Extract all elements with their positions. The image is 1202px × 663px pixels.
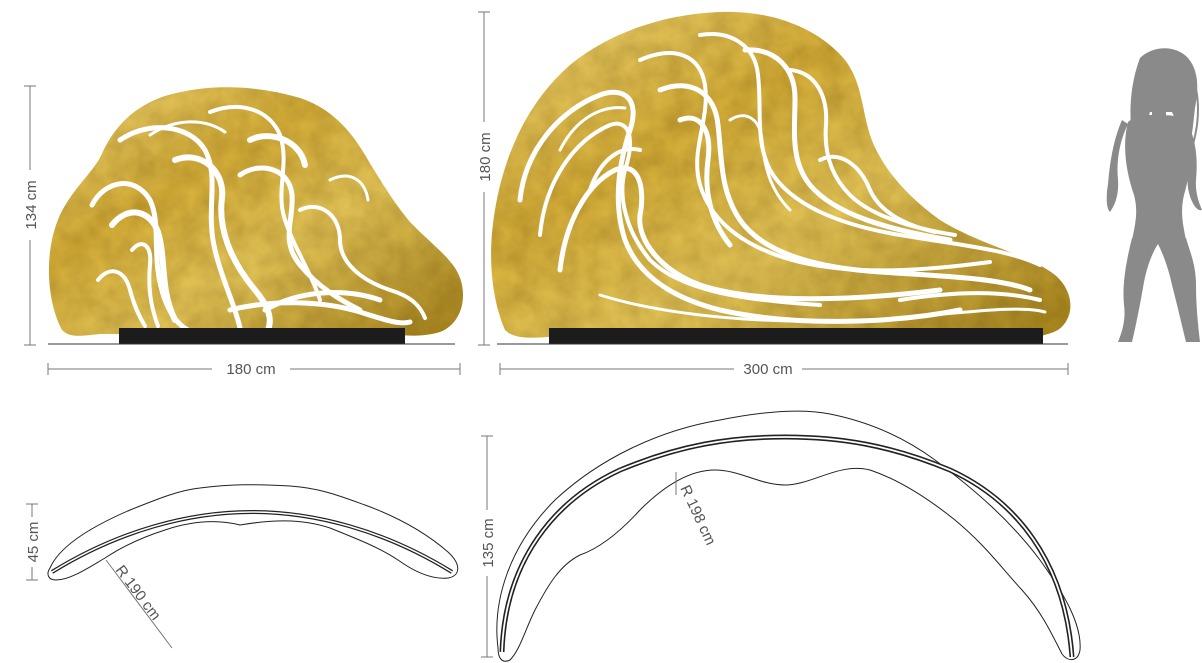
small-width-label: 180 cm <box>226 361 275 378</box>
large-width-label: 300 cm <box>743 361 792 378</box>
small-panel-front: 134 cm 1 <box>22 85 464 378</box>
small-base <box>119 328 405 344</box>
large-depth-label: 135 cm <box>480 518 497 567</box>
large-panel-top: 135 cm R 198 cm <box>479 410 1081 662</box>
large-top-arc <box>499 434 1075 658</box>
large-swirl-pattern <box>517 32 1047 324</box>
small-width-dimension <box>47 363 461 375</box>
small-swirl-pattern <box>89 104 427 333</box>
large-top-outline <box>496 410 1081 662</box>
large-width-dimension <box>499 363 1069 375</box>
small-top-arc <box>50 509 454 574</box>
small-top-outline <box>47 484 459 581</box>
large-radius-label: R 198 cm <box>676 483 719 548</box>
large-base <box>549 328 1043 344</box>
small-gold-panel <box>48 87 464 336</box>
small-radius-line <box>105 559 173 649</box>
large-panel-front: 180 cm <box>476 11 1071 378</box>
small-depth-label: 45 cm <box>25 522 42 563</box>
small-radius-label: R 190 cm <box>112 562 164 624</box>
large-height-label: 180 cm <box>477 132 494 181</box>
small-height-label: 134 cm <box>23 180 40 229</box>
small-panel-top: 45 cm R 190 cm <box>24 484 459 649</box>
woman-silhouette-icon <box>1106 48 1202 342</box>
